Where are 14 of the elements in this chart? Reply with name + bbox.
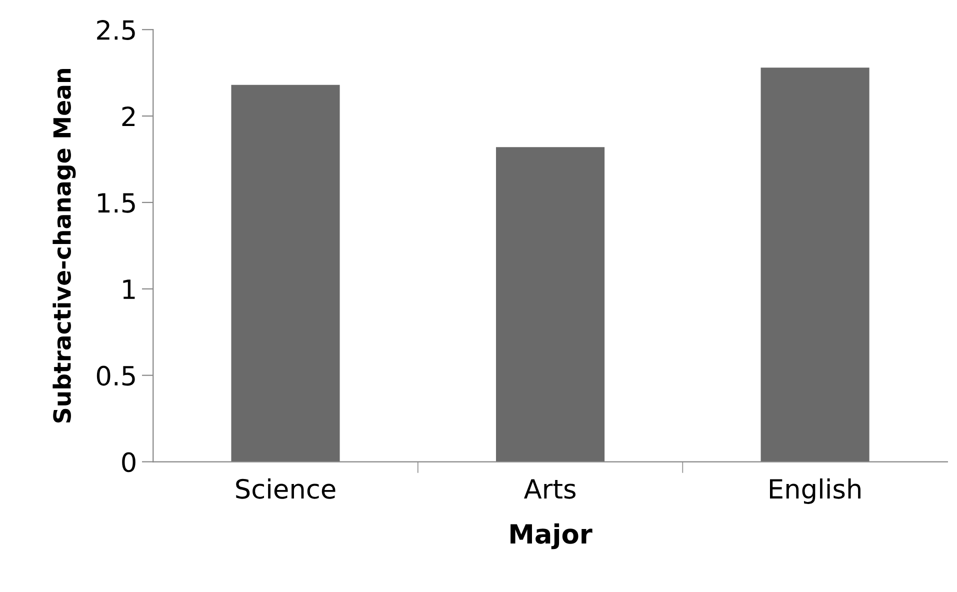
y-tick-label: 2 (122, 106, 135, 126)
bar (760, 68, 870, 462)
y-tick-label: 0.5 (96, 366, 135, 386)
bar (496, 147, 605, 462)
y-tick-label: 2.5 (97, 20, 135, 40)
y-tick-label: 1.5 (98, 193, 135, 213)
y-tick-label: 1 (123, 280, 135, 299)
y-axis-title: Subtractive-chanage Mean (52, 69, 76, 422)
x-tick-label: Science (236, 478, 336, 499)
x-tick-label: English (770, 478, 860, 504)
x-axis-title: Major (510, 523, 592, 550)
x-tick-label: Arts (524, 479, 576, 499)
bar (231, 84, 340, 462)
y-tick-label: 0 (122, 452, 136, 472)
